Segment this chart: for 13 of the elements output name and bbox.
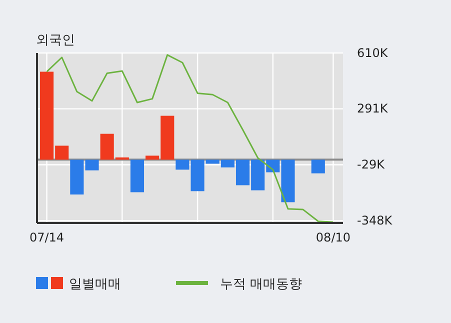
x-tick-label: 07/14 xyxy=(29,230,64,245)
bar xyxy=(130,160,144,192)
line-series xyxy=(46,54,334,223)
bar xyxy=(176,160,190,170)
y-tick-label: 610K xyxy=(357,46,389,60)
y-tick-label: -348K xyxy=(357,213,394,228)
y-tick-label: -29K xyxy=(357,158,386,172)
chart-title: 외국인 xyxy=(36,33,75,48)
bar xyxy=(311,160,325,174)
legend-label: 일별매매 xyxy=(69,277,121,292)
legend-label: 누적 매매동향 xyxy=(220,277,302,292)
y-tick-label: 291K xyxy=(357,102,389,116)
x-tick-label: 08/10 xyxy=(316,230,351,245)
